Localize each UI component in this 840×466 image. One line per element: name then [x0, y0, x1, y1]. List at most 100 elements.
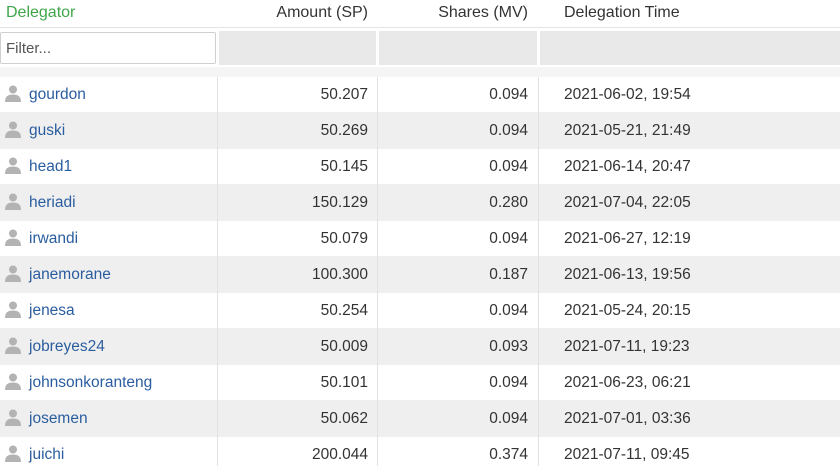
delegator-link[interactable]: heriadi — [29, 194, 76, 211]
delegator-cell: head1 — [0, 149, 216, 185]
delegator-cell: johnsonkoranteng — [0, 365, 216, 401]
column-divider — [217, 365, 218, 401]
shares-cell: 0.280 — [489, 194, 528, 211]
filter-input[interactable] — [0, 32, 216, 64]
column-divider — [377, 221, 378, 257]
table-row: jobreyes24 50.009 0.093 2021-07-11, 19:23 — [0, 329, 840, 365]
column-divider — [538, 185, 539, 221]
delegator-link[interactable]: gourdon — [29, 86, 86, 103]
table-row: irwandi 50.079 0.094 2021-06-27, 12:19 — [0, 221, 840, 257]
column-divider — [377, 113, 378, 149]
filter-cell-time — [540, 31, 840, 65]
column-divider — [538, 257, 539, 293]
amount-cell: 50.145 — [320, 158, 368, 175]
table-row: jenesa 50.254 0.094 2021-05-24, 20:15 — [0, 293, 840, 329]
column-divider — [377, 257, 378, 293]
column-divider — [538, 77, 539, 113]
delegator-link[interactable]: jenesa — [29, 302, 75, 319]
column-divider — [217, 149, 218, 185]
user-icon — [4, 296, 22, 318]
column-divider — [538, 293, 539, 329]
delegation-time-cell: 2021-07-11, 09:45 — [564, 446, 690, 463]
user-icon — [4, 224, 22, 246]
header-amount[interactable]: Amount (SP) — [276, 4, 368, 21]
delegator-link[interactable]: head1 — [29, 158, 73, 175]
filter-cell-shares — [379, 31, 537, 65]
user-icon — [4, 260, 22, 282]
column-divider — [217, 185, 218, 221]
amount-cell: 50.207 — [320, 86, 368, 103]
delegation-time-cell: 2021-07-04, 22:05 — [564, 194, 691, 211]
column-divider — [377, 185, 378, 221]
column-divider — [217, 293, 218, 329]
user-icon — [4, 440, 22, 462]
delegation-time-cell: 2021-06-14, 20:47 — [564, 158, 691, 175]
delegation-time-cell: 2021-05-24, 20:15 — [564, 302, 691, 319]
delegator-cell: gourdon — [0, 77, 216, 113]
shares-cell: 0.094 — [489, 302, 528, 319]
delegator-cell: josemen — [0, 401, 216, 437]
user-icon — [4, 332, 22, 354]
column-divider — [538, 221, 539, 257]
column-divider — [217, 113, 218, 149]
delegator-link[interactable]: janemorane — [29, 266, 111, 283]
delegator-link[interactable]: guski — [29, 122, 66, 139]
table-row: guski 50.269 0.094 2021-05-21, 21:49 — [0, 113, 840, 149]
shares-cell: 0.094 — [489, 86, 528, 103]
column-divider — [377, 365, 378, 401]
amount-cell: 50.101 — [320, 374, 368, 391]
amount-cell: 50.079 — [320, 230, 368, 247]
column-divider — [217, 437, 218, 466]
delegation-time-cell: 2021-06-13, 19:56 — [564, 266, 691, 283]
user-icon — [4, 404, 22, 426]
table-row: gourdon 50.207 0.094 2021-06-02, 19:54 — [0, 77, 840, 113]
user-icon — [4, 152, 22, 174]
amount-cell: 150.129 — [311, 194, 368, 211]
delegation-time-cell: 2021-05-21, 21:49 — [564, 122, 691, 139]
user-icon — [4, 368, 22, 390]
shares-cell: 0.094 — [489, 158, 528, 175]
delegation-time-cell: 2021-06-02, 19:54 — [564, 86, 691, 103]
delegator-cell: irwandi — [0, 221, 216, 257]
column-divider — [538, 149, 539, 185]
table-row: heriadi 150.129 0.280 2021-07-04, 22:05 — [0, 185, 840, 221]
table-row: head1 50.145 0.094 2021-06-14, 20:47 — [0, 149, 840, 185]
header-divider — [0, 67, 840, 77]
delegator-link[interactable]: josemen — [29, 410, 88, 427]
shares-cell: 0.187 — [489, 266, 528, 283]
delegation-time-cell: 2021-07-01, 03:36 — [564, 410, 691, 427]
table-header: Delegator Amount (SP) Shares (MV) Delega… — [0, 0, 840, 28]
amount-cell: 50.269 — [320, 122, 368, 139]
delegation-time-cell: 2021-06-23, 06:21 — [564, 374, 691, 391]
column-divider — [538, 401, 539, 437]
user-icon — [4, 80, 22, 102]
filter-cell-amount — [219, 31, 376, 65]
delegator-link[interactable]: irwandi — [29, 230, 79, 247]
column-divider — [377, 401, 378, 437]
header-delegator[interactable]: Delegator — [6, 4, 76, 21]
shares-cell: 0.093 — [489, 338, 528, 355]
delegation-time-cell: 2021-06-27, 12:19 — [564, 230, 691, 247]
column-divider — [377, 437, 378, 466]
column-divider — [217, 77, 218, 113]
delegator-link[interactable]: johnsonkoranteng — [29, 374, 153, 391]
table-row: juichi 200.044 0.374 2021-07-11, 09:45 — [0, 437, 840, 466]
column-divider — [217, 329, 218, 365]
delegator-cell: jenesa — [0, 293, 216, 329]
column-divider — [538, 329, 539, 365]
header-delegation-time[interactable]: Delegation Time — [564, 4, 680, 21]
delegator-link[interactable]: jobreyes24 — [29, 338, 105, 355]
column-divider — [377, 293, 378, 329]
column-divider — [377, 329, 378, 365]
delegator-cell: guski — [0, 113, 216, 149]
shares-cell: 0.094 — [489, 374, 528, 391]
column-divider — [217, 221, 218, 257]
header-shares[interactable]: Shares (MV) — [438, 4, 528, 21]
amount-cell: 100.300 — [311, 266, 368, 283]
column-divider — [377, 149, 378, 185]
delegation-time-cell: 2021-07-11, 19:23 — [564, 338, 690, 355]
delegator-cell: janemorane — [0, 257, 216, 293]
delegator-link[interactable]: juichi — [29, 446, 65, 463]
amount-cell: 50.009 — [320, 338, 368, 355]
filter-row — [0, 29, 840, 67]
